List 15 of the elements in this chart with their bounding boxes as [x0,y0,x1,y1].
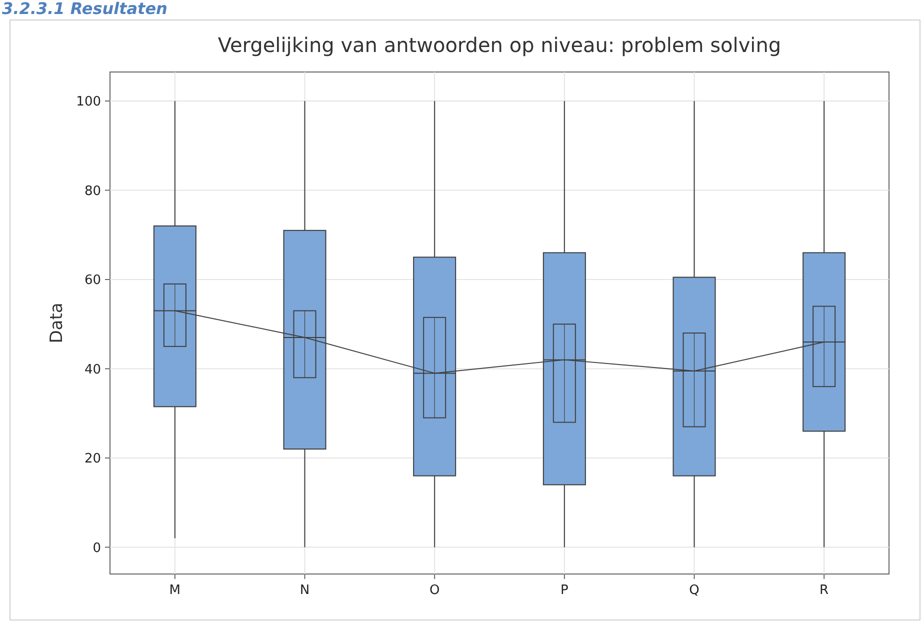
y-tick-label: 40 [84,362,101,378]
y-tick-label: 60 [84,273,101,288]
x-tick-label: R [820,583,829,598]
y-tick-label: 80 [84,184,101,199]
x-tick-label: Q [689,583,700,598]
x-tick-label: P [560,583,568,598]
y-tick-label: 20 [84,452,101,467]
x-tick-label: N [300,583,310,598]
chart-title: Vergelijking van antwoorden op niveau: problem solving [218,33,782,57]
x-tick-label: O [429,583,440,598]
y-axis-title: Data [47,302,67,344]
x-tick-label: M [169,583,181,598]
y-tick-label: 100 [76,94,101,110]
text: 3.2.3.1 Resultaten [2,0,168,18]
y-tick-label: 0 [92,540,101,556]
